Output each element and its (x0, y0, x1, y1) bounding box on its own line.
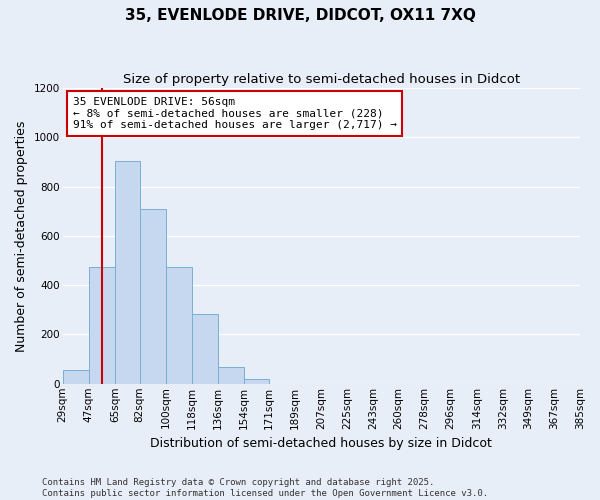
Bar (218, 366, 244, 384)
Bar (140, 209, 166, 384)
Bar (62, 370, 89, 384)
X-axis label: Distribution of semi-detached houses by size in Didcot: Distribution of semi-detached houses by … (151, 437, 492, 450)
Bar (89, 266, 115, 384)
Bar (115, 161, 140, 384)
Title: Size of property relative to semi-detached houses in Didcot: Size of property relative to semi-detach… (123, 72, 520, 86)
Y-axis label: Number of semi-detached properties: Number of semi-detached properties (15, 120, 28, 352)
Bar (166, 266, 192, 384)
Text: 35 EVENLODE DRIVE: 56sqm
← 8% of semi-detached houses are smaller (228)
91% of s: 35 EVENLODE DRIVE: 56sqm ← 8% of semi-de… (73, 97, 397, 130)
Bar (244, 379, 269, 384)
Text: 35, EVENLODE DRIVE, DIDCOT, OX11 7XQ: 35, EVENLODE DRIVE, DIDCOT, OX11 7XQ (125, 8, 475, 22)
Text: Contains HM Land Registry data © Crown copyright and database right 2025.
Contai: Contains HM Land Registry data © Crown c… (42, 478, 488, 498)
Bar (192, 314, 218, 384)
